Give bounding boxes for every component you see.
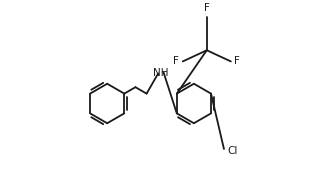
Text: NH: NH (153, 68, 168, 78)
Text: F: F (204, 3, 210, 13)
Text: F: F (173, 56, 179, 66)
Text: Cl: Cl (227, 146, 237, 156)
Text: F: F (234, 56, 240, 66)
